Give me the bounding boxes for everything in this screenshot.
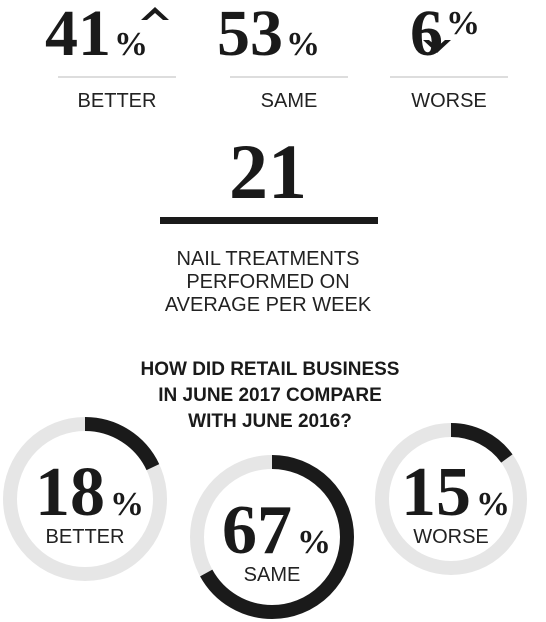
stat-label: BETTER [78,90,157,112]
ring-label: SAME [244,564,301,586]
ring-arc [375,423,527,575]
stat-number: 53 [217,0,283,70]
stat-label: SAME [261,90,318,112]
stat-unit: % [446,5,480,42]
question: WITH JUNE 2016? [188,411,352,432]
ring-unit: % [110,486,144,523]
stat-unit: % [114,26,148,63]
stat-number: 6 [410,0,443,70]
question: IN JUNE 2017 COMPARE [158,385,382,406]
ring-number: 15 [401,454,471,531]
nail-label: NAIL TREATMENTS [177,248,360,270]
ring-unit: % [297,524,331,561]
stat-label: WORSE [411,90,487,112]
nail-label: PERFORMED ON [186,271,349,293]
question: HOW DID RETAIL BUSINESS [141,359,400,380]
ring-unit: % [476,486,510,523]
ring-number: 18 [35,454,105,531]
up-arrow [141,7,169,20]
stat-number: 41 [45,0,111,70]
ring-arc [190,455,354,619]
ring-label: BETTER [46,526,125,548]
nail-number: 21 [229,128,307,215]
down-arrow [423,40,451,53]
nail-label: AVERAGE PER WEEK [165,294,372,316]
ring-label: WORSE [413,526,489,548]
ring-number: 67 [222,492,292,569]
ring-arc [3,417,167,581]
divider-bar [160,217,378,224]
stat-unit: % [286,26,320,63]
